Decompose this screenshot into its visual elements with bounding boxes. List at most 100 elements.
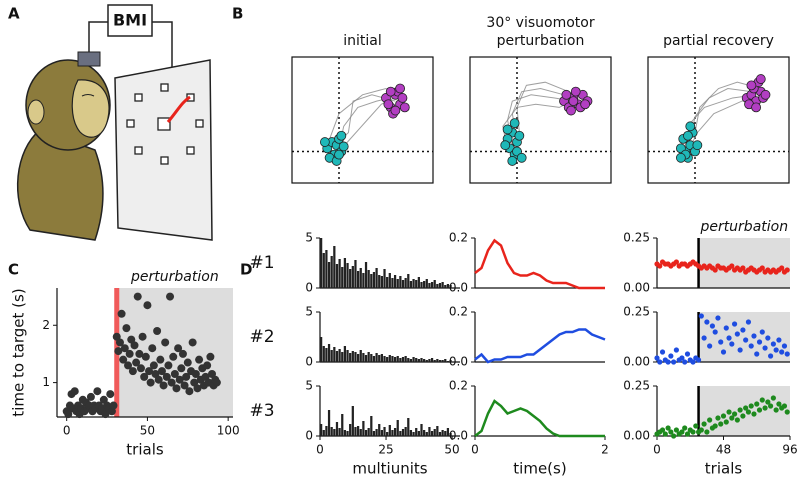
point: [659, 427, 666, 433]
y-tick-label: 0.0: [449, 281, 468, 295]
endpoint: [334, 149, 344, 160]
point: [178, 349, 187, 358]
point: [707, 417, 713, 423]
point: [668, 429, 674, 435]
point: [704, 429, 710, 435]
point: [759, 397, 765, 403]
bar: [438, 432, 442, 436]
perturbation-shade: [698, 312, 790, 362]
point: [673, 347, 679, 353]
line: [474, 399, 605, 438]
bar: [404, 356, 407, 362]
point: [175, 375, 184, 384]
point: [690, 429, 696, 435]
point: [135, 349, 144, 358]
point: [174, 344, 183, 353]
point: [768, 353, 774, 359]
bar: [338, 349, 341, 362]
point: [745, 409, 752, 415]
y-tick-label: 0.00: [623, 429, 650, 443]
endpoint: [755, 74, 766, 84]
point: [185, 387, 194, 396]
bar: [407, 274, 410, 288]
chart: 0.0 0.2 0 2 time(s): [449, 379, 609, 478]
point: [145, 367, 154, 376]
bar: [359, 429, 362, 436]
screen: [114, 59, 213, 241]
chart-title: 30° visuomotor: [486, 15, 594, 31]
point: [701, 335, 707, 341]
bar: [436, 359, 439, 362]
point: [734, 417, 740, 423]
x-axis-label: time(s): [513, 460, 566, 478]
point: [712, 423, 718, 429]
bar: [378, 355, 381, 362]
endpoint: [683, 130, 693, 141]
bar: [393, 357, 397, 362]
bar: [333, 429, 336, 436]
point: [149, 361, 158, 370]
panel-label: D: [240, 261, 252, 279]
chart: 05: [305, 231, 460, 295]
point: [770, 395, 776, 401]
endpoint: [751, 102, 761, 113]
bar: [399, 276, 402, 288]
point: [784, 409, 790, 415]
bar: [409, 359, 413, 362]
bar: [335, 351, 339, 362]
y-tick-label: 0.2: [449, 305, 468, 319]
bar: [383, 356, 386, 362]
bar: [362, 353, 365, 362]
point: [698, 427, 704, 433]
point: [659, 349, 666, 355]
point: [164, 361, 173, 370]
bar: [409, 281, 413, 288]
point: [156, 355, 165, 364]
bar: [396, 279, 399, 288]
bar: [338, 259, 341, 288]
bar: [393, 428, 397, 436]
chart: 0.0 0.2: [449, 231, 605, 295]
bar: [346, 350, 349, 362]
y-tick-label: 0.25: [623, 305, 650, 319]
point: [657, 359, 663, 365]
bar: [407, 358, 410, 362]
chart: perturbation 1 2 0 50 100 trials time to target…: [10, 269, 240, 459]
trajectory-trace: [507, 94, 574, 146]
point: [673, 427, 679, 433]
bar: [430, 358, 434, 362]
chart: 05: [305, 305, 460, 369]
x-tick-label: 50: [444, 443, 459, 457]
point: [684, 351, 691, 357]
target: [195, 119, 204, 128]
point: [146, 378, 155, 387]
point: [93, 387, 102, 396]
bar: [399, 358, 402, 362]
point: [141, 352, 150, 361]
bar: [425, 279, 428, 288]
bar: [401, 357, 405, 362]
bar: [415, 428, 418, 436]
point: [679, 429, 685, 435]
bar: [378, 424, 381, 436]
point: [64, 410, 73, 419]
bar: [343, 258, 347, 288]
bar: [370, 354, 373, 362]
point: [106, 390, 115, 399]
bar: [433, 429, 436, 436]
endpoint: [516, 152, 527, 163]
point: [754, 351, 760, 357]
point: [765, 335, 771, 341]
bar: [391, 356, 394, 362]
point: [695, 357, 702, 363]
bar: [349, 424, 352, 436]
point: [206, 352, 215, 361]
bar: [436, 426, 439, 436]
point: [740, 327, 746, 333]
point: [770, 341, 776, 347]
point: [70, 387, 79, 396]
bar: [341, 414, 344, 436]
bar: [370, 416, 373, 436]
bar: [362, 421, 365, 436]
bar: [333, 246, 336, 288]
